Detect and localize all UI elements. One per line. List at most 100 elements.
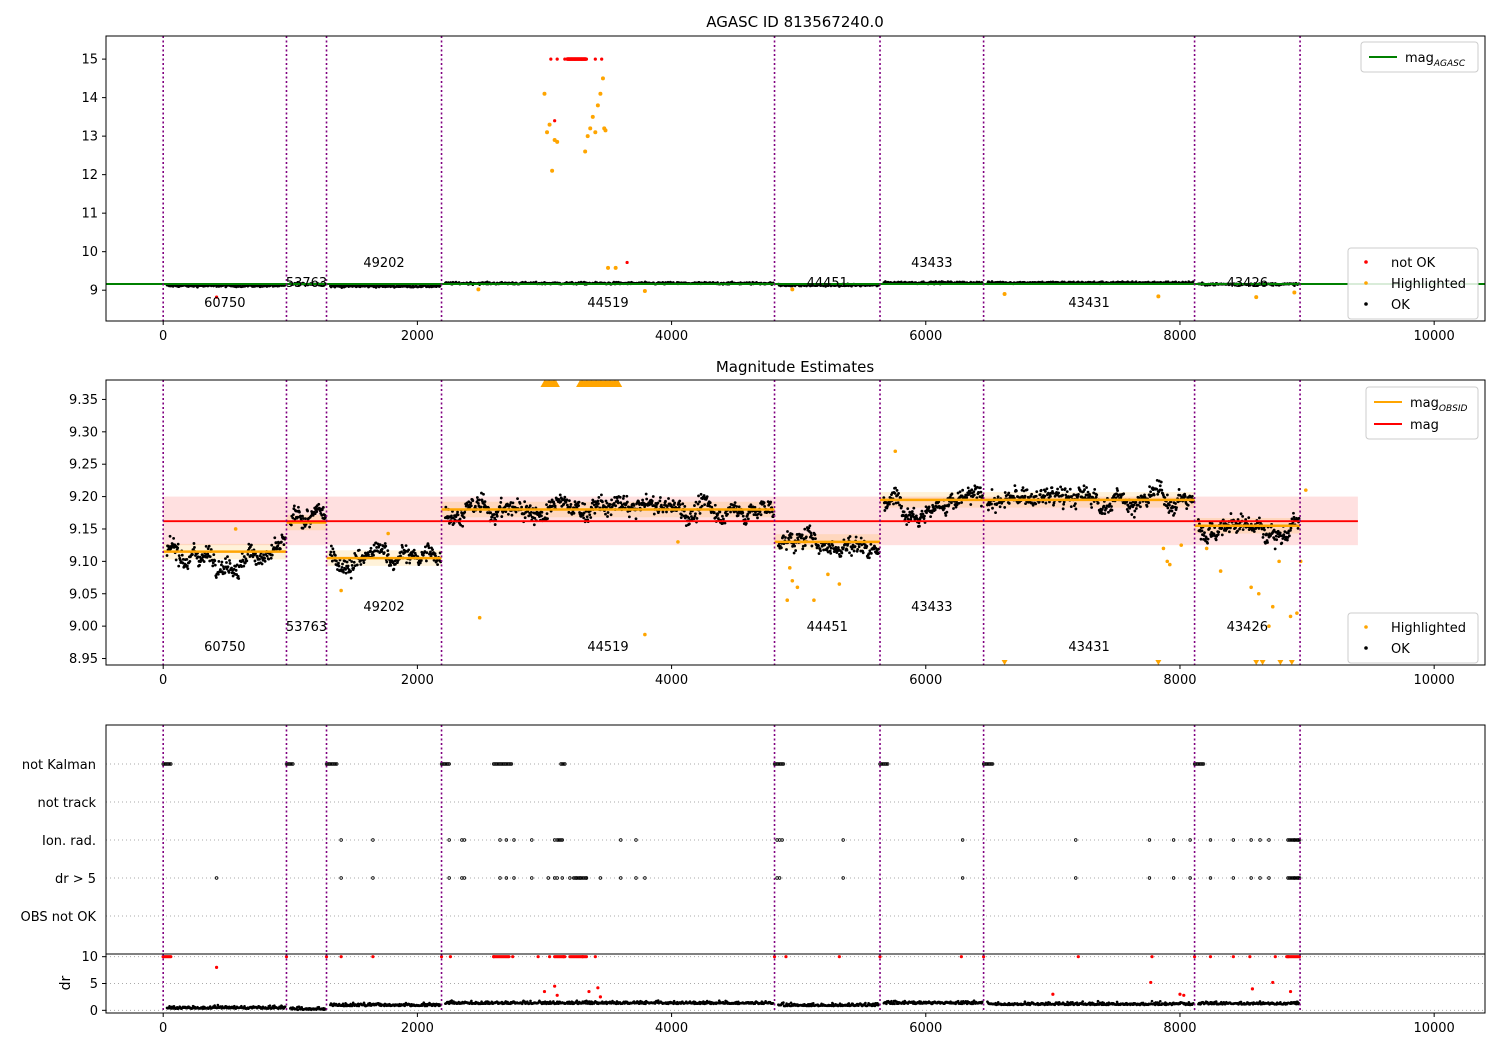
highlighted-point bbox=[837, 582, 842, 586]
x-tick-label: 10000 bbox=[1413, 329, 1454, 344]
ok-point bbox=[800, 533, 804, 537]
ok-point bbox=[224, 565, 228, 569]
highlighted-point bbox=[795, 585, 800, 590]
ok-point bbox=[882, 496, 886, 500]
ok-point bbox=[621, 497, 625, 500]
highlighted-point bbox=[1277, 559, 1281, 564]
ok-point bbox=[450, 514, 453, 518]
ok-point bbox=[1023, 494, 1027, 498]
ok-point bbox=[1064, 493, 1068, 497]
ok-point bbox=[600, 493, 603, 497]
ok-point bbox=[996, 495, 1000, 499]
flag-point bbox=[1200, 762, 1204, 766]
ok-point bbox=[500, 515, 504, 518]
ok-point bbox=[784, 536, 787, 539]
off-scale-low-marker bbox=[1155, 660, 1162, 665]
ok-point bbox=[1292, 511, 1295, 515]
x-tick-label: 2000 bbox=[401, 673, 434, 688]
ok-point bbox=[809, 531, 813, 535]
ok-point bbox=[1228, 530, 1231, 534]
flag-point bbox=[563, 762, 567, 766]
ok-point bbox=[804, 535, 808, 539]
ok-point bbox=[545, 503, 548, 507]
ok-point bbox=[692, 517, 696, 521]
ok-point bbox=[708, 501, 712, 505]
ok-point bbox=[495, 514, 499, 518]
ok-point bbox=[1159, 480, 1163, 484]
ok-point bbox=[384, 544, 388, 548]
flag-point bbox=[561, 762, 566, 766]
ok-point bbox=[204, 544, 208, 548]
flag-point bbox=[1171, 838, 1176, 842]
ok-point bbox=[608, 503, 612, 506]
ok-point bbox=[299, 514, 302, 518]
ok-point bbox=[1238, 527, 1241, 531]
ok-point bbox=[573, 500, 577, 504]
ok-point bbox=[372, 543, 376, 547]
ok-point bbox=[1160, 488, 1164, 492]
ok-point bbox=[819, 549, 822, 553]
ok-point bbox=[242, 564, 246, 568]
ok-point bbox=[1269, 534, 1272, 537]
ok-point bbox=[563, 495, 567, 499]
ok-point bbox=[508, 503, 512, 507]
ok-point bbox=[478, 498, 481, 502]
ok-point bbox=[427, 544, 430, 547]
ok-point bbox=[664, 499, 667, 503]
ok-point bbox=[263, 556, 267, 560]
ok-point bbox=[1183, 494, 1187, 498]
flag-point bbox=[1208, 876, 1213, 880]
ok-point bbox=[510, 513, 514, 517]
ok-point bbox=[810, 544, 814, 548]
flag-point bbox=[1147, 876, 1152, 880]
ok-point bbox=[1107, 510, 1110, 514]
ok-point bbox=[1035, 490, 1039, 494]
ok-point bbox=[1134, 507, 1138, 510]
ok-point bbox=[382, 551, 386, 555]
ok-point bbox=[859, 536, 863, 540]
off-scale-low-marker bbox=[1277, 660, 1284, 665]
ok-point bbox=[1061, 507, 1065, 511]
flag-point bbox=[884, 762, 889, 766]
ok-point bbox=[661, 510, 665, 514]
ok-point bbox=[434, 554, 437, 558]
ok-point bbox=[956, 491, 960, 495]
ok-point bbox=[694, 512, 697, 516]
ok-point bbox=[1216, 533, 1220, 536]
ok-point bbox=[273, 536, 277, 540]
y-tick-label: 10 bbox=[81, 245, 98, 260]
ok-point bbox=[906, 517, 910, 521]
not-ok-point bbox=[600, 57, 604, 61]
ok-point bbox=[1244, 518, 1248, 521]
ok-point bbox=[605, 506, 608, 509]
ok-point bbox=[529, 513, 533, 517]
panel2-title: Magnitude Estimates bbox=[716, 358, 874, 376]
ok-point bbox=[1132, 503, 1136, 507]
ok-point bbox=[793, 544, 797, 548]
panel2-y-ticks: 8.959.009.059.109.159.209.259.309.35 bbox=[69, 393, 106, 667]
legend-label: Highlighted bbox=[1391, 277, 1466, 292]
flag-point bbox=[1249, 838, 1253, 842]
ok-point bbox=[334, 553, 337, 557]
ok-point bbox=[808, 524, 812, 528]
highlighted-point bbox=[1267, 624, 1271, 628]
ok-point bbox=[289, 523, 293, 527]
ok-point bbox=[831, 544, 835, 547]
ok-point bbox=[1148, 485, 1151, 489]
ok-point bbox=[1043, 489, 1047, 493]
ok-point bbox=[444, 505, 448, 509]
ok-point bbox=[172, 537, 176, 540]
ok-point bbox=[1208, 526, 1211, 530]
ok-point bbox=[211, 564, 215, 568]
y-tick-label: 15 bbox=[81, 53, 98, 68]
ok-point bbox=[1094, 495, 1098, 499]
ok-point bbox=[969, 503, 973, 506]
y-tick-label: 9 bbox=[90, 284, 98, 299]
ok-point bbox=[458, 517, 462, 521]
ok-point bbox=[782, 534, 785, 538]
ok-point bbox=[1236, 518, 1240, 521]
ok-point bbox=[812, 537, 815, 541]
flag-point bbox=[530, 876, 534, 880]
